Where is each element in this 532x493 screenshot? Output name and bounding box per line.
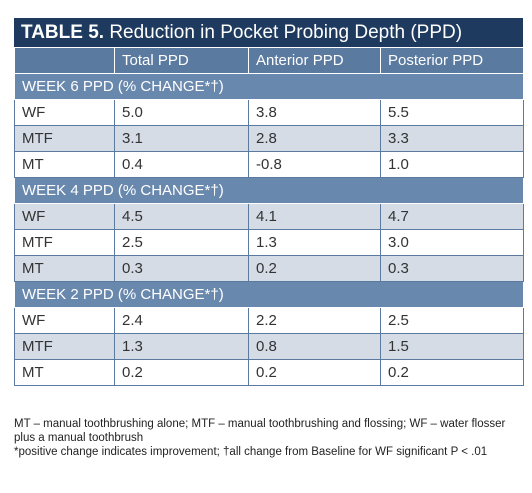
cell-posterior: 0.2 xyxy=(380,359,524,386)
row-label: MTF xyxy=(14,229,115,256)
footnote-significance: *positive change indicates improvement; … xyxy=(14,446,488,458)
cell-posterior: 3.0 xyxy=(380,229,524,256)
cell-posterior: 2.5 xyxy=(380,307,524,334)
row-label: WF xyxy=(14,307,115,334)
row-label: MT xyxy=(14,255,115,282)
table-row: WF 2.4 2.2 2.5 xyxy=(14,307,524,334)
header-cell-total: Total PPD xyxy=(114,47,249,74)
table-row: MT 0.3 0.2 0.3 xyxy=(14,255,524,282)
table-title-number: TABLE 5. xyxy=(21,22,105,43)
table-title-text: Reduction in Pocket Probing Depth (PPD) xyxy=(104,22,463,43)
row-label: MTF xyxy=(14,125,115,152)
section-row-week2: WEEK 2 PPD (% CHANGE*†) xyxy=(14,281,524,308)
cell-anterior: 0.8 xyxy=(248,333,381,360)
table-row: MTF 3.1 2.8 3.3 xyxy=(14,125,524,152)
cell-anterior: 0.2 xyxy=(248,255,381,282)
table-row: WF 4.5 4.1 4.7 xyxy=(14,203,524,230)
row-label: MT xyxy=(14,151,115,178)
section-row-week4: WEEK 4 PPD (% CHANGE*†) xyxy=(14,177,524,204)
cell-posterior: 0.3 xyxy=(380,255,524,282)
section-label: WEEK 6 PPD (% CHANGE*†) xyxy=(14,73,524,100)
table-row: WF 5.0 3.8 5.5 xyxy=(14,99,524,126)
cell-total: 0.4 xyxy=(114,151,249,178)
table-footnotes: MT – manual toothbrushing alone; MTF – m… xyxy=(14,417,523,459)
cell-total: 0.2 xyxy=(114,359,249,386)
cell-anterior: 0.2 xyxy=(248,359,381,386)
table-row: MT 0.4 -0.8 1.0 xyxy=(14,151,524,178)
table-row: MT 0.2 0.2 0.2 xyxy=(14,359,524,386)
cell-total: 2.5 xyxy=(114,229,249,256)
section-label: WEEK 4 PPD (% CHANGE*†) xyxy=(14,177,524,204)
table-title: TABLE 5. Reduction in Pocket Probing Dep… xyxy=(14,18,523,47)
header-cell-posterior: Posterior PPD xyxy=(380,47,524,74)
header-row: Total PPD Anterior PPD Posterior PPD xyxy=(14,47,524,74)
section-label: WEEK 2 PPD (% CHANGE*†) xyxy=(14,281,524,308)
cell-anterior: 2.2 xyxy=(248,307,381,334)
footnote-abbreviations: MT – manual toothbrushing alone; MTF – m… xyxy=(14,418,506,444)
row-label: MT xyxy=(14,359,115,386)
cell-anterior: -0.8 xyxy=(248,151,381,178)
section-row-week6: WEEK 6 PPD (% CHANGE*†) xyxy=(14,73,524,100)
cell-anterior: 4.1 xyxy=(248,203,381,230)
table-row: MTF 1.3 0.8 1.5 xyxy=(14,333,524,360)
table-container: TABLE 5. Reduction in Pocket Probing Dep… xyxy=(14,18,524,386)
table-row: MTF 2.5 1.3 3.0 xyxy=(14,229,524,256)
cell-total: 5.0 xyxy=(114,99,249,126)
header-cell-group xyxy=(14,47,115,74)
cell-total: 4.5 xyxy=(114,203,249,230)
row-label: WF xyxy=(14,99,115,126)
cell-posterior: 4.7 xyxy=(380,203,524,230)
cell-posterior: 1.5 xyxy=(380,333,524,360)
cell-posterior: 1.0 xyxy=(380,151,524,178)
row-label: MTF xyxy=(14,333,115,360)
cell-total: 3.1 xyxy=(114,125,249,152)
row-label: WF xyxy=(14,203,115,230)
cell-anterior: 1.3 xyxy=(248,229,381,256)
cell-total: 1.3 xyxy=(114,333,249,360)
cell-posterior: 5.5 xyxy=(380,99,524,126)
data-table: Total PPD Anterior PPD Posterior PPD WEE… xyxy=(14,47,524,386)
cell-anterior: 3.8 xyxy=(248,99,381,126)
header-cell-anterior: Anterior PPD xyxy=(248,47,381,74)
cell-total: 2.4 xyxy=(114,307,249,334)
cell-total: 0.3 xyxy=(114,255,249,282)
cell-anterior: 2.8 xyxy=(248,125,381,152)
cell-posterior: 3.3 xyxy=(380,125,524,152)
